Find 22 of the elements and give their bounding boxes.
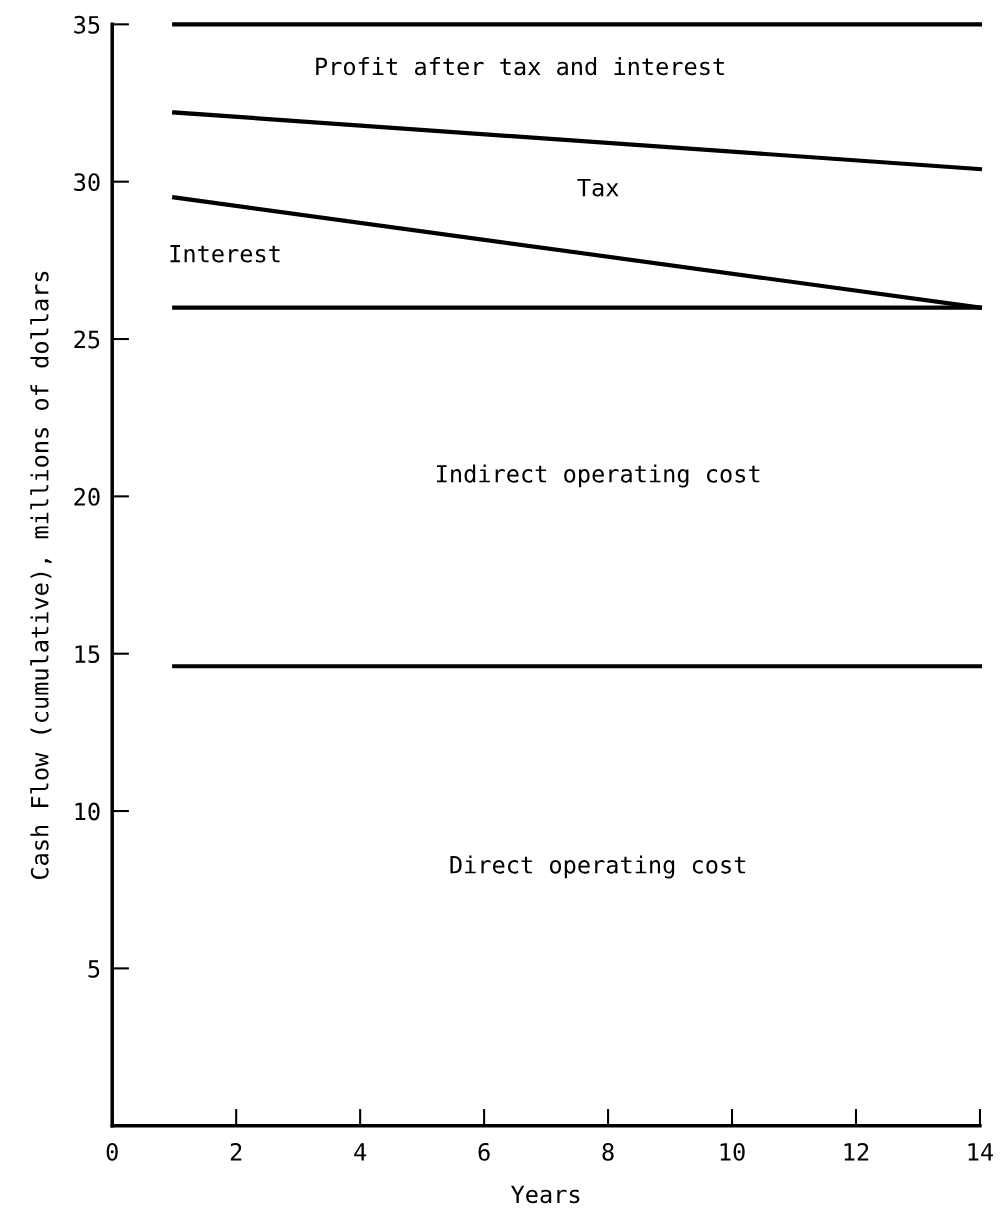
x-tick-label: 12 — [844, 1142, 869, 1161]
annotation: Indirect operating cost — [437, 464, 760, 488]
x-axis-title: Years — [510, 1185, 580, 1204]
x-tick-label: 0 — [106, 1142, 118, 1161]
x-tick-label: 8 — [602, 1142, 614, 1161]
y-tick-label: 25 — [74, 330, 100, 349]
annotation: Interest — [170, 244, 280, 263]
annotation: Profit after tax and interest — [316, 57, 724, 76]
annotation: Direct operating cost — [450, 855, 746, 879]
x-tick-label: 10 — [720, 1142, 745, 1161]
x-tick-label: 6 — [478, 1142, 490, 1161]
y-tick-label: 35 — [74, 15, 100, 34]
annotation: Tax — [577, 178, 619, 197]
y-tick-label: 15 — [75, 645, 100, 664]
x-tick-label: 2 — [230, 1142, 242, 1161]
y-axis-title: Cash Flow (cumulative), millions of dollars — [30, 271, 52, 880]
x-tick-label: 4 — [354, 1143, 367, 1161]
y-tick-label: 10 — [75, 802, 100, 821]
y-tick-label: 5 — [88, 960, 100, 978]
x-tick-label: 14 — [968, 1143, 994, 1161]
y-tick-label: 30 — [74, 173, 100, 192]
y-tick-label: 20 — [74, 487, 100, 506]
